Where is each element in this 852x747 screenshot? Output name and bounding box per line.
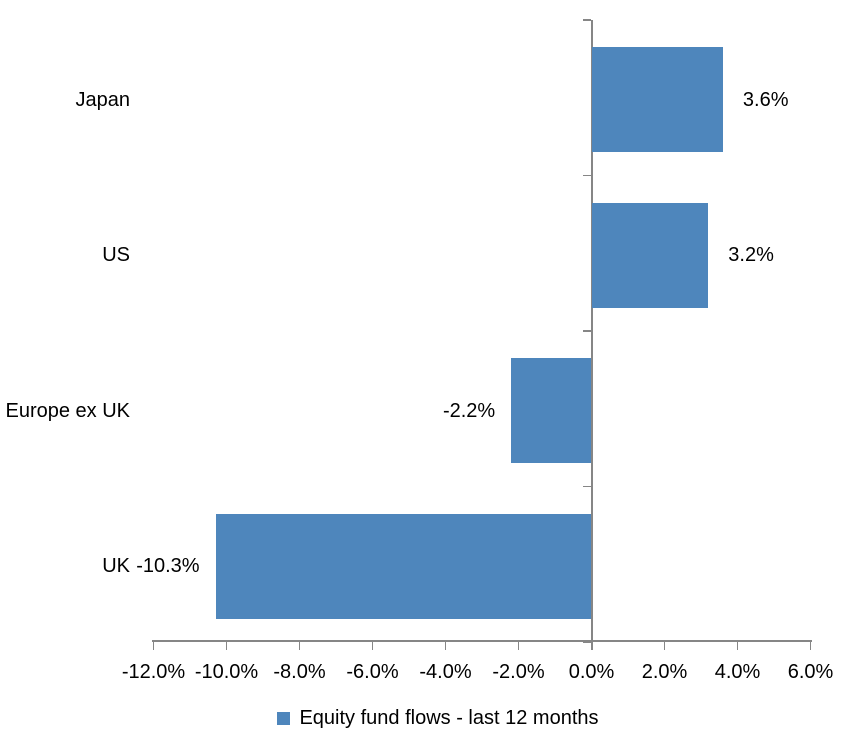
x-axis-tick	[371, 642, 374, 650]
legend-swatch-icon	[277, 711, 291, 725]
x-axis-tick	[225, 642, 228, 650]
data-label: 3.2%	[728, 244, 774, 266]
x-axis-tick	[809, 642, 812, 650]
x-axis-tick	[517, 642, 520, 650]
legend-label: Equity fund flows - last 12 months	[299, 707, 599, 729]
data-label: -10.3%	[136, 555, 200, 577]
category-label: US	[102, 244, 130, 266]
bar-uk	[215, 513, 592, 619]
data-label: 3.6%	[742, 88, 789, 111]
data-label: -2.2%	[442, 399, 496, 422]
x-tick-label: -4.0%	[419, 661, 472, 683]
bar-europe-ex-uk	[511, 358, 592, 463]
x-tick-label: 6.0%	[787, 661, 834, 683]
x-tick-label: 2.0%	[641, 661, 688, 683]
category-label: Japan	[75, 88, 131, 111]
x-axis-tick	[298, 642, 301, 650]
x-axis-tick	[663, 642, 666, 650]
x-tick-label: -2.0%	[492, 661, 545, 683]
y-axis-tick	[582, 19, 591, 21]
y-axis-tick	[582, 485, 591, 488]
x-axis-tick	[590, 642, 593, 650]
x-tick-label: -6.0%	[346, 661, 399, 683]
x-tick-label: 4.0%	[714, 661, 761, 683]
x-axis-tick	[736, 642, 739, 650]
category-label: Europe ex UK	[5, 399, 130, 422]
bar-us	[591, 202, 709, 308]
x-tick-label: -10.0%	[194, 661, 259, 683]
x-axis-tick	[444, 642, 447, 650]
y-axis-line	[590, 20, 593, 650]
x-axis-line	[152, 640, 812, 642]
y-axis-tick	[582, 330, 591, 332]
legend: Equity fund flows - last 12 months	[12, 706, 852, 730]
category-label: UK	[102, 555, 130, 577]
bar-japan	[591, 47, 723, 152]
x-tick-label: -12.0%	[121, 661, 186, 683]
y-axis-tick	[582, 174, 591, 177]
x-tick-label: 0.0%	[568, 661, 615, 683]
x-axis-tick	[152, 642, 155, 650]
y-axis-tick	[582, 641, 591, 643]
x-tick-label: -8.0%	[273, 661, 326, 683]
